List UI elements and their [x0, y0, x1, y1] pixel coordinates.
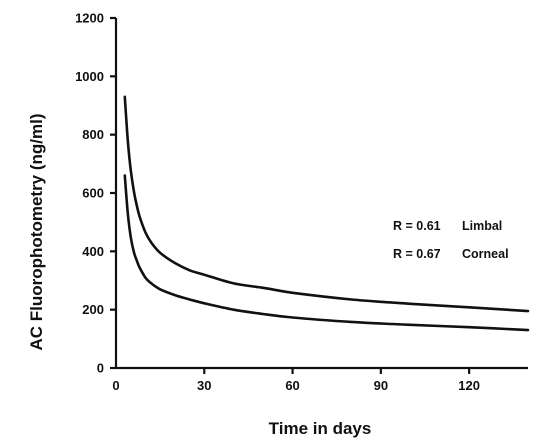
x-tick-label: 120: [458, 378, 480, 393]
y-tick-label: 400: [82, 244, 104, 259]
series-line-corneal: [123, 174, 530, 332]
annotation-limbal: R = 0.61 Limbal: [393, 219, 502, 233]
y-tick-label: 0: [97, 361, 104, 376]
series-line-limbal: [123, 95, 530, 313]
x-tick-label: 30: [197, 378, 211, 393]
y-tick-label: 1200: [75, 11, 104, 26]
annotation-corneal: R = 0.67 Corneal: [393, 247, 509, 261]
y-tick-label: 800: [82, 127, 104, 142]
y-tick-label: 600: [82, 186, 104, 201]
x-tick-label: 60: [285, 378, 299, 393]
x-axis-title: Time in days: [269, 419, 372, 438]
annotation-limbal-r: R = 0.61: [393, 219, 441, 233]
x-axis-ticks: 30 60 90 120 0: [112, 368, 480, 393]
annotation-limbal-label: Limbal: [462, 219, 502, 233]
annotation-corneal-label: Corneal: [462, 247, 509, 261]
x-tick-label: 0: [112, 378, 119, 393]
x-tick-label: 90: [374, 378, 388, 393]
y-tick-label: 200: [82, 302, 104, 317]
y-axis-ticks: 0 200 400 600 800 1000 1200: [75, 11, 116, 376]
y-tick-label: 1000: [75, 69, 104, 84]
annotation-corneal-r: R = 0.67: [393, 247, 441, 261]
series-layer: [123, 95, 530, 332]
y-axis-title: AC Fluorophotometry (ng/ml): [27, 113, 46, 350]
plot-area: [114, 18, 528, 370]
